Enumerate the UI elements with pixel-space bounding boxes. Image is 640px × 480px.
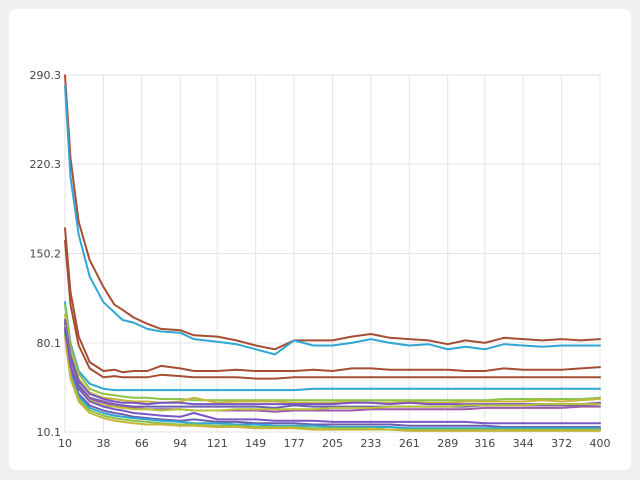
x-tick-label: 121 — [207, 437, 228, 450]
x-tick-label: 400 — [590, 437, 611, 450]
series-group — [64, 74, 601, 432]
y-tick-label: 220.3 — [30, 158, 62, 171]
series-line-5 — [64, 301, 601, 392]
x-tick-label: 149 — [245, 437, 266, 450]
x-tick-label: 177 — [284, 437, 305, 450]
series-line-3 — [64, 227, 601, 374]
series-line-12 — [64, 329, 601, 428]
series-line-2 — [64, 84, 601, 356]
x-tick-label: 261 — [399, 437, 420, 450]
series-line-4 — [64, 240, 601, 380]
x-tick-label: 94 — [173, 437, 187, 450]
grid-lines — [64, 74, 601, 433]
series-line-14 — [64, 334, 601, 431]
x-tick-label: 38 — [96, 437, 110, 450]
x-tick-label: 233 — [360, 437, 381, 450]
x-tick-label: 10 — [58, 437, 72, 450]
series-line-15 — [64, 336, 601, 432]
y-tick-label: 290.3 — [30, 69, 62, 82]
series-line-6 — [64, 303, 601, 402]
chart-card — [9, 9, 631, 470]
series-line-11 — [64, 325, 601, 412]
y-axis-ticks: 10.1 80.1 150.2 220.3 290.3 — [30, 69, 62, 439]
x-tick-label: 344 — [513, 437, 534, 450]
series-line-7 — [64, 313, 601, 404]
x-axis-ticks: 10 38 66 94 121 149 177 205 233 261 289 316 344 372 40… — [58, 437, 611, 450]
y-tick-label: 80.1 — [37, 337, 62, 350]
x-tick-label: 289 — [437, 437, 458, 450]
x-tick-label: 316 — [474, 437, 495, 450]
series-line-16 — [64, 326, 601, 425]
y-tick-label: 150.2 — [30, 248, 62, 261]
x-tick-label: 205 — [322, 437, 343, 450]
y-tick-label: 10.1 — [37, 426, 62, 439]
series-line-8 — [64, 319, 601, 406]
x-tick-label: 372 — [551, 437, 572, 450]
x-tick-label: 66 — [135, 437, 149, 450]
series-line-10 — [64, 324, 601, 413]
series-line-13 — [64, 331, 601, 430]
